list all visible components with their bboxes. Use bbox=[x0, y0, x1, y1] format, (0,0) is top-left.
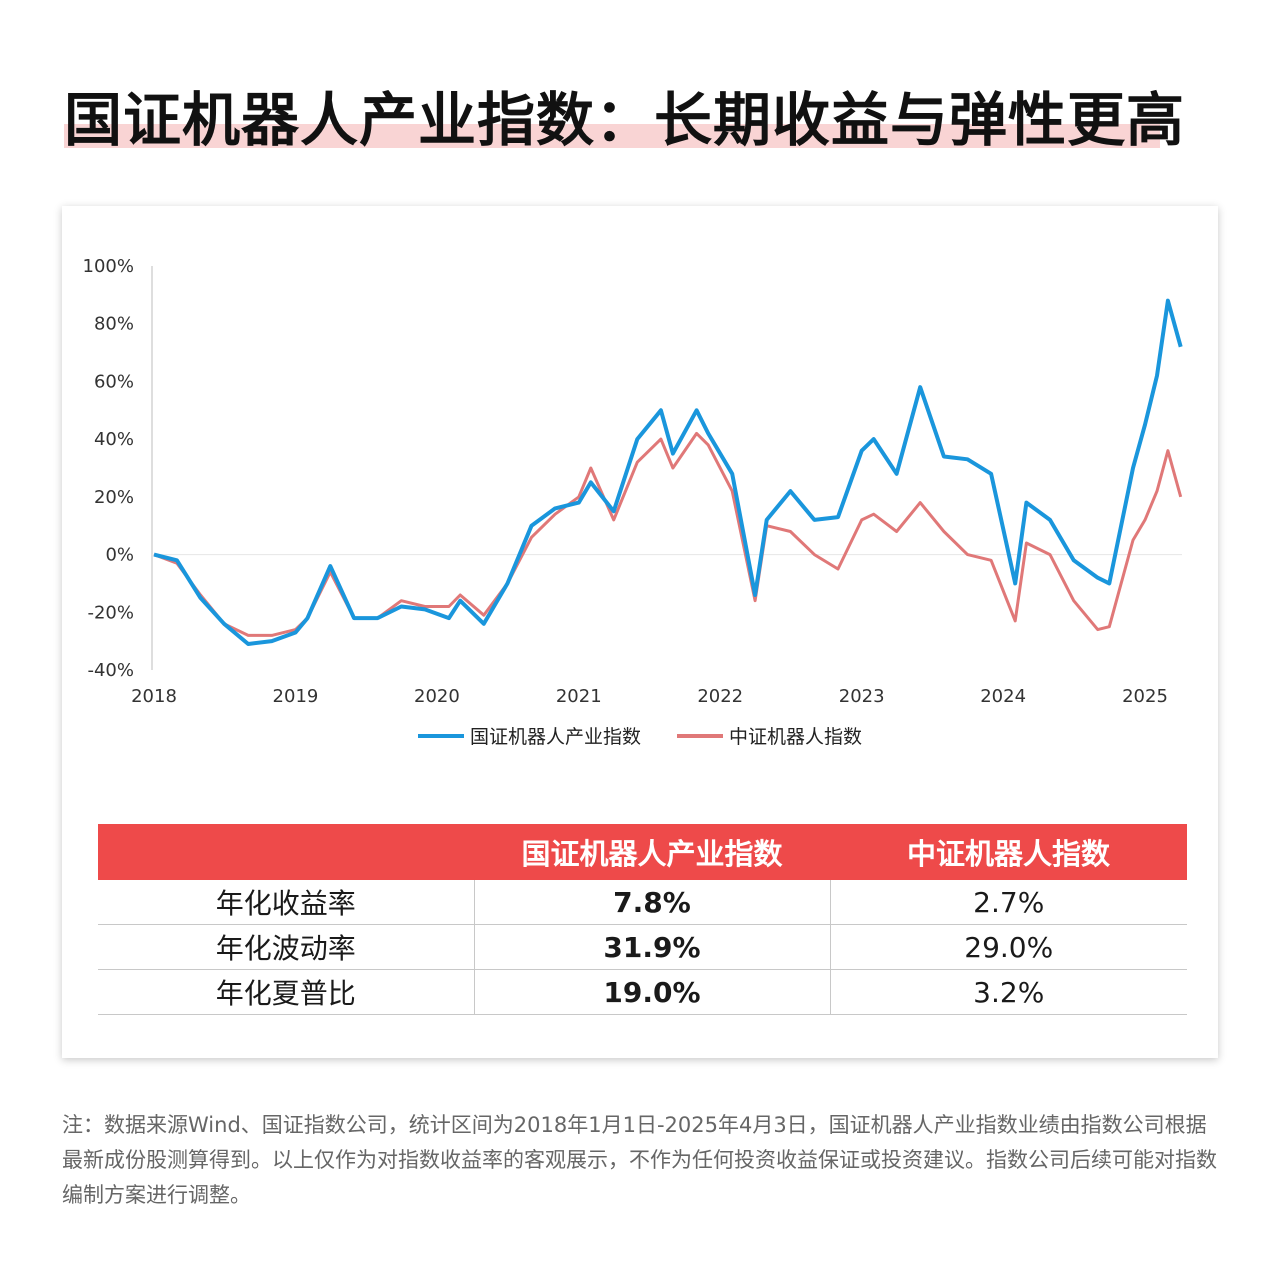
legend-label-series1: 国证机器人产业指数 bbox=[469, 726, 641, 748]
stats-row-sharpe: 年化夏普比 19.0% 3.2% bbox=[98, 969, 1187, 1015]
x-tick-label: 2018 bbox=[131, 686, 177, 706]
stats-row-volatility: 年化波动率 31.9% 29.0% bbox=[98, 924, 1187, 970]
stats-row-return: 年化收益率 7.8% 2.7% bbox=[98, 880, 1187, 925]
legend-swatch-series2 bbox=[677, 733, 723, 738]
legend-item-series1: 国证机器人产业指数 bbox=[417, 722, 641, 749]
x-tick-label: 2023 bbox=[839, 686, 885, 706]
stats-row-label: 年化夏普比 bbox=[98, 969, 474, 1015]
stats-value-series1: 19.0% bbox=[473, 969, 830, 1015]
legend-label-series2: 中证机器人指数 bbox=[729, 726, 863, 748]
page-title: 国证机器人产业指数：长期收益与弹性更高 bbox=[64, 86, 1186, 154]
stats-value-series1: 7.8% bbox=[473, 880, 830, 925]
line-chart: 100% 80% 60% 40% 20% 0% -20% -40% 2018 2019 2020 20… bbox=[83, 256, 1183, 706]
y-tick-label: -20% bbox=[87, 602, 134, 623]
y-tick-label: 100% bbox=[83, 256, 134, 277]
stats-value-series1: 31.9% bbox=[473, 924, 830, 970]
stats-table: 国证机器人产业指数 中证机器人指数 年化收益率 7.8% 2.7% 年化波动率 … bbox=[98, 824, 1187, 1015]
x-tick-label: 2024 bbox=[980, 686, 1026, 706]
title-highlight bbox=[64, 124, 1160, 148]
chart-card: 100% 80% 60% 40% 20% 0% -20% -40% 2018 2019 2020 20… bbox=[62, 206, 1218, 1058]
stats-header-series1: 国证机器人产业指数 bbox=[474, 824, 830, 880]
chart-legend: 国证机器人产业指数 中证机器人指数 bbox=[62, 722, 1218, 749]
stats-row-label: 年化收益率 bbox=[98, 880, 474, 925]
x-tick-label: 2021 bbox=[556, 686, 602, 706]
y-tick-label: 80% bbox=[94, 314, 134, 335]
y-tick-label: 40% bbox=[94, 429, 134, 450]
title-block: 国证机器人产业指数：长期收益与弹性更高 bbox=[64, 84, 1185, 156]
stats-header-row: 国证机器人产业指数 中证机器人指数 bbox=[98, 824, 1187, 880]
stats-header-series2: 中证机器人指数 bbox=[830, 824, 1187, 880]
stats-value-series2: 3.2% bbox=[829, 969, 1187, 1015]
y-tick-label: 0% bbox=[105, 545, 134, 566]
stats-row-label: 年化波动率 bbox=[98, 924, 474, 970]
legend-item-series2: 中证机器人指数 bbox=[677, 722, 862, 749]
stats-value-series2: 2.7% bbox=[829, 880, 1187, 925]
x-tick-label: 2025 bbox=[1122, 686, 1168, 706]
footnote: 注：数据来源Wind、国证指数公司，统计区间为2018年1月1日-2025年4月… bbox=[62, 1113, 1217, 1207]
y-tick-label: 60% bbox=[94, 371, 134, 392]
x-tick-label: 2022 bbox=[697, 686, 743, 706]
series-line-1 bbox=[153, 298, 1183, 646]
y-tick-label: -40% bbox=[87, 660, 134, 681]
y-tick-label: 20% bbox=[94, 487, 134, 508]
series-line-2 bbox=[153, 431, 1183, 637]
stats-header-blank bbox=[98, 824, 474, 880]
legend-swatch-series1 bbox=[417, 733, 464, 738]
x-tick-label: 2020 bbox=[414, 686, 460, 706]
x-tick-label: 2019 bbox=[273, 686, 319, 706]
stats-value-series2: 29.0% bbox=[829, 924, 1187, 970]
